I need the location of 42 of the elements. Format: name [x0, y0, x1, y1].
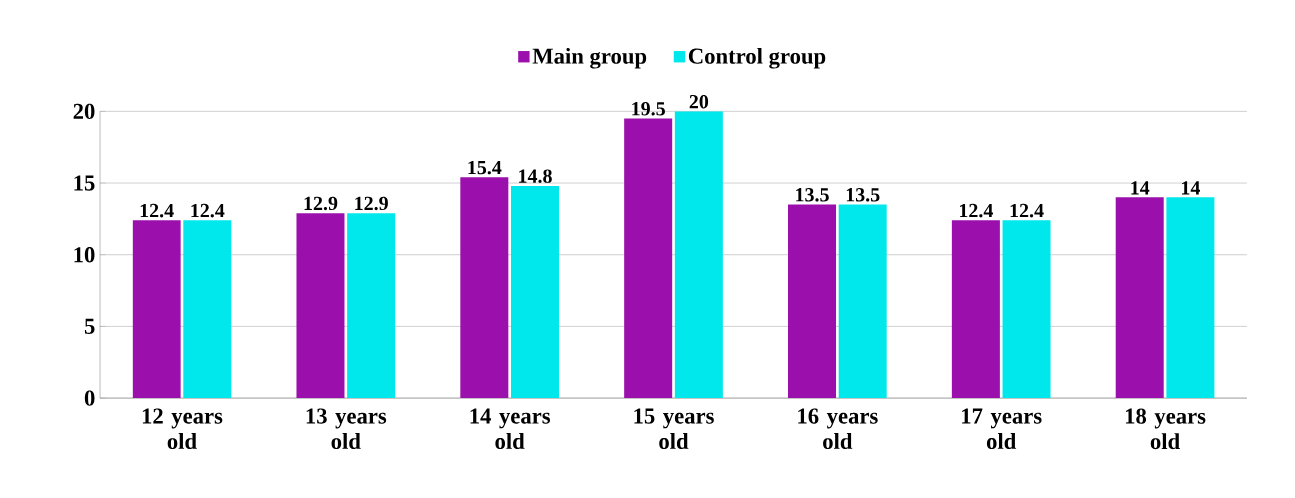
bar [624, 118, 673, 399]
y-tick-label: 15 [74, 175, 95, 191]
bar [511, 185, 560, 399]
data-label: 14 [1131, 181, 1150, 195]
bar [296, 213, 345, 399]
data-label: 13.5 [796, 188, 829, 202]
data-label: 19.5 [632, 102, 665, 116]
data-label: 12.4 [959, 203, 993, 218]
bar [183, 220, 232, 399]
data-label: 14 [1182, 181, 1201, 195]
legend-label: Control group [688, 47, 826, 69]
data-label: 12.4 [191, 203, 225, 218]
data-label: 12.9 [355, 196, 388, 211]
x-tick-label: 14 years old [470, 408, 551, 449]
bar [788, 204, 837, 399]
data-label: 14.8 [519, 169, 552, 183]
legend-label: Main group [532, 47, 647, 69]
x-tick-label: 12 years old [142, 408, 223, 450]
bar [1002, 220, 1051, 399]
data-label: 12.9 [304, 196, 338, 211]
bar [951, 220, 1000, 399]
y-tick-label: 10 [74, 247, 95, 263]
data-label: 12.4 [140, 203, 174, 218]
bar [674, 111, 723, 399]
data-label: 20 [689, 94, 709, 109]
bar [1115, 197, 1164, 399]
y-tick-label: 20 [73, 103, 95, 119]
bar [347, 213, 396, 399]
y-tick-label: 0 [84, 390, 95, 406]
data-label: 15.4 [468, 160, 502, 175]
data-label: 13.5 [846, 188, 880, 202]
bar [132, 220, 181, 399]
data-label: 12.4 [1010, 203, 1044, 218]
x-tick-label: 16 years old [798, 408, 878, 450]
bar [1166, 197, 1215, 399]
x-tick-label: 15 years old [634, 408, 714, 449]
x-tick-label: 13 years old [306, 408, 387, 450]
bar [460, 177, 509, 399]
x-tick-label: 18 years old [1125, 408, 1206, 450]
bar [838, 204, 887, 399]
y-tick-label: 5 [84, 318, 95, 334]
x-tick-label: 17 years old [962, 408, 1042, 449]
